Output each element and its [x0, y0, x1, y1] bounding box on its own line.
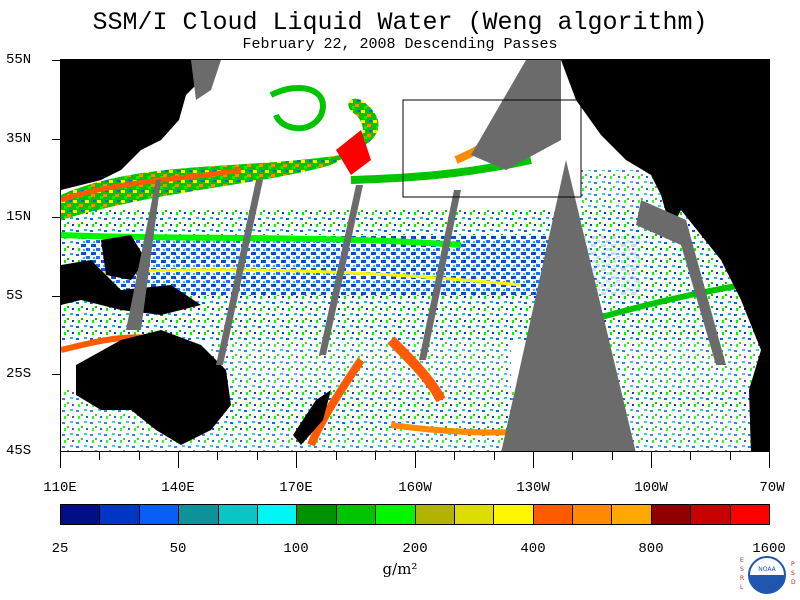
lon-minor-tick — [494, 452, 495, 460]
colorbar-segment — [415, 505, 455, 524]
indonesia-land — [61, 260, 201, 315]
colorbar-segment — [376, 505, 416, 524]
lat-label-45s: 45S — [6, 443, 32, 459]
map-title: SSM/I Cloud Liquid Water (Weng algorithm… — [92, 8, 708, 37]
swath-gap-center — [501, 160, 636, 451]
lon-minor-tick — [612, 452, 613, 460]
australia-land — [76, 330, 231, 445]
lat-tick — [52, 217, 60, 218]
swath-gap-3 — [319, 185, 363, 355]
colorbar-segment — [612, 505, 652, 524]
lon-tick — [533, 452, 534, 468]
swath-gap-2 — [216, 180, 263, 365]
lon-tick — [178, 452, 179, 468]
logo-center-text: NOAA — [758, 566, 776, 573]
lon-label-130w: 130W — [516, 480, 550, 496]
logo-right-char: D — [791, 579, 796, 586]
lon-minor-tick — [454, 452, 455, 460]
storm-core — [336, 130, 371, 175]
new-zealand-land — [293, 390, 331, 445]
americas-land — [561, 60, 769, 451]
lon-label-110e: 110E — [43, 480, 77, 496]
asia-land — [61, 60, 206, 190]
logo-left-char: S — [740, 566, 744, 573]
colorbar-segment — [218, 505, 258, 524]
colorbar-segment — [139, 505, 180, 524]
lon-minor-tick — [99, 452, 100, 460]
lon-label-160w: 160W — [398, 480, 432, 496]
lat-tick — [52, 374, 60, 375]
lon-minor-tick — [257, 452, 258, 460]
lon-minor-tick — [336, 452, 337, 460]
lon-minor-tick — [730, 452, 731, 460]
lon-minor-tick — [690, 452, 691, 460]
logo-left-text: E S R L — [740, 557, 746, 591]
lon-tick — [296, 452, 297, 468]
lon-tick — [769, 452, 770, 468]
colorbar-segment — [179, 505, 219, 524]
colorbar-label: 400 — [520, 541, 546, 557]
logo-right-text: P S D — [791, 561, 797, 586]
colorbar-segment — [454, 505, 495, 524]
colorbar — [60, 504, 770, 525]
lon-tick — [60, 452, 61, 468]
colorbar-label: 800 — [638, 541, 664, 557]
colorbar-label: 50 — [169, 541, 187, 557]
colorbar-segment — [691, 505, 731, 524]
swath-gap-north-asia — [191, 60, 221, 100]
philippines-land — [101, 235, 146, 280]
colorbar-label: 100 — [283, 541, 309, 557]
lat-label-35n: 35N — [6, 131, 32, 147]
north-pacific-storm-band — [61, 98, 379, 220]
colorbar-label: 25 — [51, 541, 69, 557]
colorbar-segment — [61, 505, 101, 524]
lon-label-100w: 100W — [634, 480, 668, 496]
lat-label-55n: 55N — [6, 52, 32, 68]
map-canvas — [61, 60, 769, 451]
map-subtitle: February 22, 2008 Descending Passes — [242, 36, 558, 53]
colorbar-segment — [533, 505, 574, 524]
colorbar-segment — [297, 505, 337, 524]
lat-tick — [52, 60, 60, 61]
region-box — [402, 99, 582, 198]
colorbar-label: 1600 — [752, 541, 786, 557]
logo-left-char: R — [740, 575, 744, 582]
lat-tick — [52, 139, 60, 140]
lon-tick — [415, 452, 416, 468]
units-label: g/m² — [382, 560, 418, 578]
lon-minor-tick — [572, 452, 573, 460]
colorbar-segment — [100, 505, 140, 524]
swath-gap-1 — [126, 180, 161, 330]
swath-gap-4 — [419, 190, 461, 360]
logo-left-char: L — [740, 584, 744, 591]
lat-tick — [52, 296, 60, 297]
logo-right-char: P — [791, 561, 795, 568]
swath-gap-5 — [636, 200, 726, 365]
lat-label-5s: 5S — [6, 288, 23, 304]
cloud-water-map — [60, 59, 770, 452]
colorbar-segment — [573, 505, 613, 524]
lon-minor-tick — [139, 452, 140, 460]
lon-minor-tick — [375, 452, 376, 460]
lat-label-15n: 15N — [6, 209, 32, 225]
colorbar-segment — [494, 505, 534, 524]
colorbar-label: 200 — [402, 541, 428, 557]
lon-label-170e: 170E — [279, 480, 313, 496]
swath-gap-north — [471, 60, 561, 170]
logo-left-char: E — [740, 557, 744, 564]
noaa-logo: NOAA E S R L P S D — [740, 556, 797, 594]
lon-minor-tick — [217, 452, 218, 460]
colorbar-segment — [651, 505, 692, 524]
logo-right-char: S — [791, 570, 795, 577]
colorbar-segment — [730, 505, 770, 524]
lat-label-25s: 25S — [6, 366, 32, 382]
colorbar-segment — [336, 505, 377, 524]
lon-tick — [651, 452, 652, 468]
lon-label-70w: 70W — [759, 480, 785, 496]
lon-label-140e: 140E — [161, 480, 195, 496]
colorbar-segment — [257, 505, 298, 524]
